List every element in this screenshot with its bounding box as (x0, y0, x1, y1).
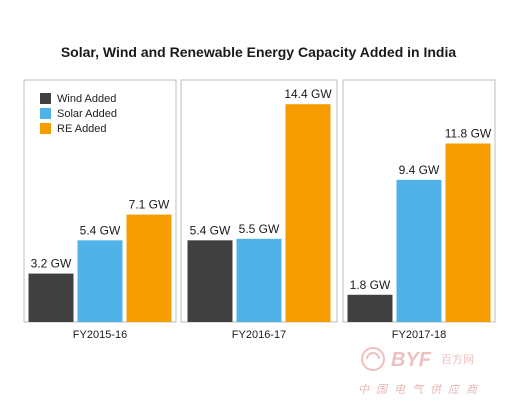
legend-item-wind: Wind Added (40, 91, 117, 106)
bar-wind-added-0 (28, 273, 74, 322)
data-label-re-added-1: 14.4 GW (284, 87, 332, 101)
x-tick-label-0: FY2015-16 (73, 329, 127, 341)
bar-solar-added-0 (77, 240, 123, 322)
legend-swatch-wind (40, 93, 51, 104)
data-label-wind-added-1: 5.4 GW (190, 223, 231, 237)
legend-item-re: RE Added (40, 121, 117, 136)
watermark-tagline: 中国电气供应商 (358, 384, 484, 396)
svg-text:BYF: BYF (391, 349, 432, 371)
data-label-solar-added-1: 5.5 GW (239, 222, 280, 236)
svg-text:百方网: 百方网 (441, 352, 474, 366)
data-label-wind-added-2: 1.8 GW (350, 278, 391, 292)
bar-wind-added-1 (187, 240, 233, 322)
data-label-re-added-2: 11.8 GW (445, 127, 492, 141)
bar-wind-added-2 (347, 294, 393, 322)
data-label-re-added-0: 7.1 GW (129, 198, 170, 212)
legend-swatch-re (40, 123, 51, 134)
chart-legend: Wind Added Solar Added RE Added (40, 91, 117, 136)
x-tick-label-2: FY2017-18 (392, 329, 446, 341)
legend-label-wind: Wind Added (57, 92, 117, 105)
legend-swatch-solar (40, 108, 51, 119)
x-tick-label-1: FY2016-17 (232, 329, 286, 341)
watermark-logo: BYF 百方网 (361, 347, 474, 371)
bar-solar-added-2 (396, 179, 442, 322)
chart-title: Solar, Wind and Renewable Energy Capacit… (60, 44, 457, 60)
bar-re-added-2 (445, 143, 491, 322)
bar-re-added-1 (285, 104, 331, 322)
bar-solar-added-1 (236, 238, 282, 322)
legend-item-solar: Solar Added (40, 106, 117, 121)
data-label-solar-added-0: 5.4 GW (80, 223, 121, 237)
legend-label-solar: Solar Added (57, 107, 117, 120)
legend-label-re: RE Added (57, 122, 107, 135)
data-label-wind-added-0: 3.2 GW (31, 257, 72, 271)
bar-re-added-0 (126, 214, 172, 322)
data-label-solar-added-2: 9.4 GW (399, 163, 440, 177)
